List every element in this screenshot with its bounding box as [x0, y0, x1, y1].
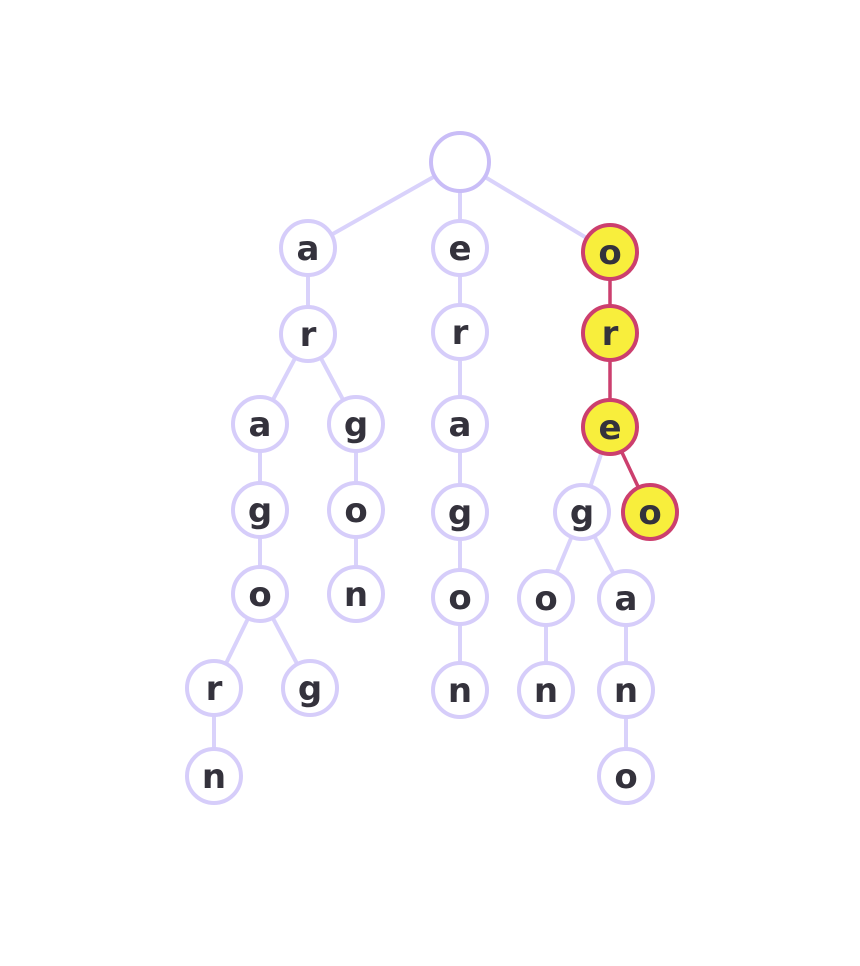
trie-node-e1: e: [431, 219, 489, 277]
node-circle: [597, 569, 655, 627]
node-circle: [327, 395, 385, 453]
trie-node-a2: a: [231, 395, 289, 453]
node-circle: [431, 395, 489, 453]
trie-node-r1: r: [279, 305, 337, 363]
node-circle: [231, 395, 289, 453]
trie-node-o3: o: [327, 481, 385, 539]
node-label: a: [249, 405, 272, 445]
node-label: g: [448, 493, 472, 533]
trie-node-g2: g: [231, 481, 289, 539]
trie-node-g4: g: [431, 483, 489, 541]
node-circle: [431, 661, 489, 719]
node-label: g: [298, 669, 322, 709]
node-label: o: [344, 491, 367, 531]
trie-node-g1: g: [327, 395, 385, 453]
node-circle: [431, 303, 489, 361]
trie-node-a1: a: [279, 219, 337, 277]
node-circle: [281, 659, 339, 717]
node-circle: [597, 747, 655, 805]
trie-node-n2: n: [327, 565, 385, 623]
node-label: o: [448, 578, 471, 618]
trie-node-o6: o: [517, 569, 575, 627]
node-label: o: [534, 579, 557, 619]
node-label: e: [448, 229, 471, 269]
node-circle: [185, 659, 243, 717]
trie-node-g3: g: [281, 659, 339, 717]
node-circle: [581, 223, 639, 281]
node-label: r: [206, 669, 223, 709]
node-circle: [429, 131, 491, 193]
node-circle: [327, 481, 385, 539]
node-circle: [431, 219, 489, 277]
trie-node-o5: o: [621, 483, 679, 541]
node-label: o: [614, 757, 637, 797]
node-label: o: [248, 575, 271, 615]
node-circle: [431, 483, 489, 541]
node-circle: [581, 398, 639, 456]
trie-node-a3: a: [431, 395, 489, 453]
trie-node-n5: n: [597, 661, 655, 719]
node-label: a: [449, 405, 472, 445]
trie-node-n4: n: [517, 661, 575, 719]
trie-node-o7: o: [597, 747, 655, 805]
node-circle: [621, 483, 679, 541]
node-label: a: [615, 579, 638, 619]
trie-node-g5: g: [553, 483, 611, 541]
trie-node-n1: n: [185, 747, 243, 805]
node-label: r: [300, 315, 317, 355]
node-label: g: [570, 493, 594, 533]
node-label: g: [248, 491, 272, 531]
node-label: n: [202, 757, 226, 797]
trie-root-node: [429, 131, 491, 193]
node-label: r: [452, 313, 469, 353]
node-circle: [327, 565, 385, 623]
node-circle: [231, 481, 289, 539]
node-label: n: [614, 671, 638, 711]
trie-node-r2: r: [185, 659, 243, 717]
node-label: o: [638, 493, 661, 533]
trie-node-e2: e: [581, 398, 639, 456]
node-circle: [231, 565, 289, 623]
trie-node-o1: o: [581, 223, 639, 281]
node-label: n: [344, 575, 368, 615]
node-circle: [185, 747, 243, 805]
node-circle: [431, 568, 489, 626]
node-label: e: [598, 408, 621, 448]
trie-node-a4: a: [597, 569, 655, 627]
trie-node-r3: r: [431, 303, 489, 361]
trie-nodes: a e o r a g g o r g n o n r a g o n r e g o o n a n o: [185, 131, 679, 805]
node-circle: [597, 661, 655, 719]
node-circle: [517, 569, 575, 627]
trie-node-o2: o: [231, 565, 289, 623]
node-label: a: [297, 229, 320, 269]
node-circle: [581, 304, 639, 362]
node-circle: [279, 219, 337, 277]
trie-node-n3: n: [431, 661, 489, 719]
trie-node-o4: o: [431, 568, 489, 626]
node-label: r: [602, 314, 619, 354]
node-circle: [279, 305, 337, 363]
node-label: o: [598, 233, 621, 273]
node-circle: [517, 661, 575, 719]
node-label: n: [534, 671, 558, 711]
trie-node-r4: r: [581, 304, 639, 362]
node-label: n: [448, 671, 472, 711]
node-circle: [553, 483, 611, 541]
node-label: g: [344, 405, 368, 445]
